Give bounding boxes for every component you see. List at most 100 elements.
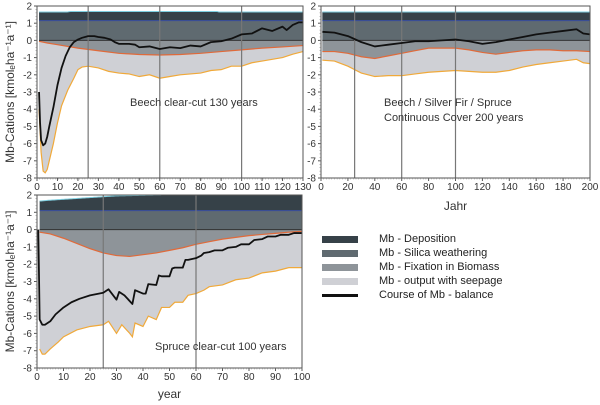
- legend-item-fixation: Mb - Fixation in Biomass: [322, 260, 503, 274]
- y-tick-label: -8: [307, 174, 316, 185]
- y-tick-label: -2: [23, 70, 32, 81]
- x-tick-label: 20: [342, 182, 354, 193]
- y-tick-label: 1: [26, 208, 32, 219]
- y-tick-label: -8: [23, 174, 32, 185]
- x-tick-label: 130: [295, 182, 312, 193]
- x-tick-label: 30: [111, 372, 123, 383]
- y-axis-label: Mb-Cations [kmolₑha⁻¹a⁻¹]: [3, 21, 17, 163]
- y-tick-label: -3: [23, 88, 32, 99]
- legend-item-balance: Course of Mb - balance: [322, 288, 503, 302]
- x-axis-label: year: [158, 387, 181, 401]
- x-tick-label: 20: [72, 182, 84, 193]
- y-tick-label: -4: [23, 294, 32, 305]
- legend-swatch-balance: [322, 293, 358, 297]
- deposition-edge: [39, 11, 303, 13]
- x-tick-label: 70: [217, 372, 229, 383]
- y-tick-label: -4: [307, 105, 316, 116]
- x-tick-label: 20: [84, 372, 96, 383]
- x-tick-label: 160: [528, 182, 545, 193]
- y-tick-label: -7: [23, 156, 32, 167]
- seepage-edge-line: [38, 50, 304, 174]
- x-tick-label: 0: [318, 182, 324, 193]
- panel-annotation: Continuous Cover 200 years: [384, 112, 524, 124]
- deposition-area: [322, 12, 590, 21]
- panel-annotation: Beech / Silver Fir / Spruce: [384, 97, 512, 109]
- x-tick-label: 200: [582, 182, 599, 193]
- y-tick-label: -8: [23, 364, 32, 375]
- y-tick-label: 2: [26, 191, 32, 202]
- continuous-cover-panel: 210-1-2-3-4-5-6-7-80 20 40 60 80 100 120 140 160…: [307, 2, 599, 214]
- y-tick-label: -6: [307, 139, 316, 150]
- y-tick-label: -1: [307, 53, 316, 64]
- panel-annotation: Beech clear-cut 130 years: [130, 97, 258, 109]
- y-tick-label: -7: [307, 156, 316, 167]
- x-tick-label: 30: [93, 182, 105, 193]
- x-tick-label: 180: [555, 182, 572, 193]
- y-tick-label: -5: [307, 122, 316, 133]
- x-tick-label: 140: [501, 182, 518, 193]
- y-tick-label: -1: [23, 53, 32, 64]
- legend-swatch-deposition: [322, 235, 358, 243]
- y-tick-label: 1: [26, 19, 32, 30]
- x-tick-label: 120: [274, 182, 291, 193]
- silica-weathering-area: [39, 210, 303, 230]
- y-tick-label: -6: [23, 139, 32, 150]
- fixation-edge-line: [39, 230, 303, 258]
- x-tick-label: 10: [52, 182, 64, 193]
- y-axis-label: Mb-Cations [kmolₑha⁻¹a⁻¹]: [3, 211, 17, 353]
- legend-swatch-silica: [322, 249, 358, 257]
- mb-balance-line: [38, 21, 303, 147]
- x-tick-label: 70: [175, 182, 187, 193]
- y-tick-label: -2: [23, 260, 32, 271]
- mb-balance-line: [322, 28, 591, 48]
- x-tick-label: 90: [216, 182, 228, 193]
- x-tick-label: 60: [190, 372, 202, 383]
- y-tick-label: -7: [23, 346, 32, 357]
- y-tick-label: -4: [23, 105, 32, 116]
- x-tick-label: 10: [58, 372, 70, 383]
- spruce-clear-cut-panel: 210-1-2-3-4-5-6-7-80 10 20 30 40 50 60 70 80 90 10…: [3, 191, 311, 402]
- x-tick-label: 50: [164, 372, 176, 383]
- legend-swatch-fixation: [322, 263, 358, 271]
- y-tick-label: -2: [307, 70, 316, 81]
- x-tick-label: 120: [474, 182, 491, 193]
- y-tick-label: -3: [23, 277, 32, 288]
- legend-item-silica: Mb - Silica weathering: [322, 246, 503, 260]
- legend-swatch-seepage: [322, 277, 358, 285]
- seepage-edge-line: [322, 58, 591, 78]
- y-tick-label: -1: [23, 242, 32, 253]
- x-tick-label: 100: [294, 372, 311, 383]
- x-tick-label: 40: [113, 182, 125, 193]
- y-tick-label: -5: [23, 312, 32, 323]
- x-tick-label: 90: [270, 372, 282, 383]
- y-tick-label: -3: [307, 88, 316, 99]
- x-axis-label: Jahr: [444, 199, 467, 213]
- x-tick-label: 40: [137, 372, 149, 383]
- y-tick-label: 2: [26, 2, 32, 13]
- y-tick-label: 0: [310, 36, 316, 47]
- x-tick-label: 100: [447, 182, 464, 193]
- x-tick-label: 110: [254, 182, 270, 193]
- y-tick-label: 0: [26, 225, 32, 236]
- x-tick-label: 80: [423, 182, 435, 193]
- legend-item-seepage: Mb - output with seepage: [322, 274, 503, 288]
- x-tick-label: 40: [369, 182, 381, 193]
- legend-label: Mb - output with seepage: [379, 275, 503, 287]
- x-tick-label: 50: [134, 182, 146, 193]
- silica-weathering-area: [39, 20, 304, 41]
- deposition-area: [39, 195, 303, 211]
- beech-clear-cut-panel: 210-1-2-3-4-5-6-7-80 10 20 30 40 50 60 70 80 90 10…: [3, 2, 312, 194]
- x-tick-label: 0: [34, 372, 40, 383]
- y-tick-label: 1: [310, 19, 316, 30]
- legend: Mb - Deposition Mb - Silica weathering M…: [322, 232, 503, 302]
- seepage-output-area: [322, 48, 590, 77]
- y-tick-label: -5: [23, 122, 32, 133]
- legend-label: Course of Mb - balance: [379, 289, 494, 301]
- panel-annotation: Spruce clear-cut 100 years: [155, 341, 287, 353]
- x-tick-label: 60: [154, 182, 166, 193]
- legend-label: Mb - Deposition: [379, 233, 457, 245]
- silica-weathering-area: [322, 20, 590, 41]
- legend-label: Mb - Fixation in Biomass: [379, 261, 500, 273]
- x-tick-label: 80: [195, 182, 207, 193]
- mb-balance-line: [37, 229, 302, 326]
